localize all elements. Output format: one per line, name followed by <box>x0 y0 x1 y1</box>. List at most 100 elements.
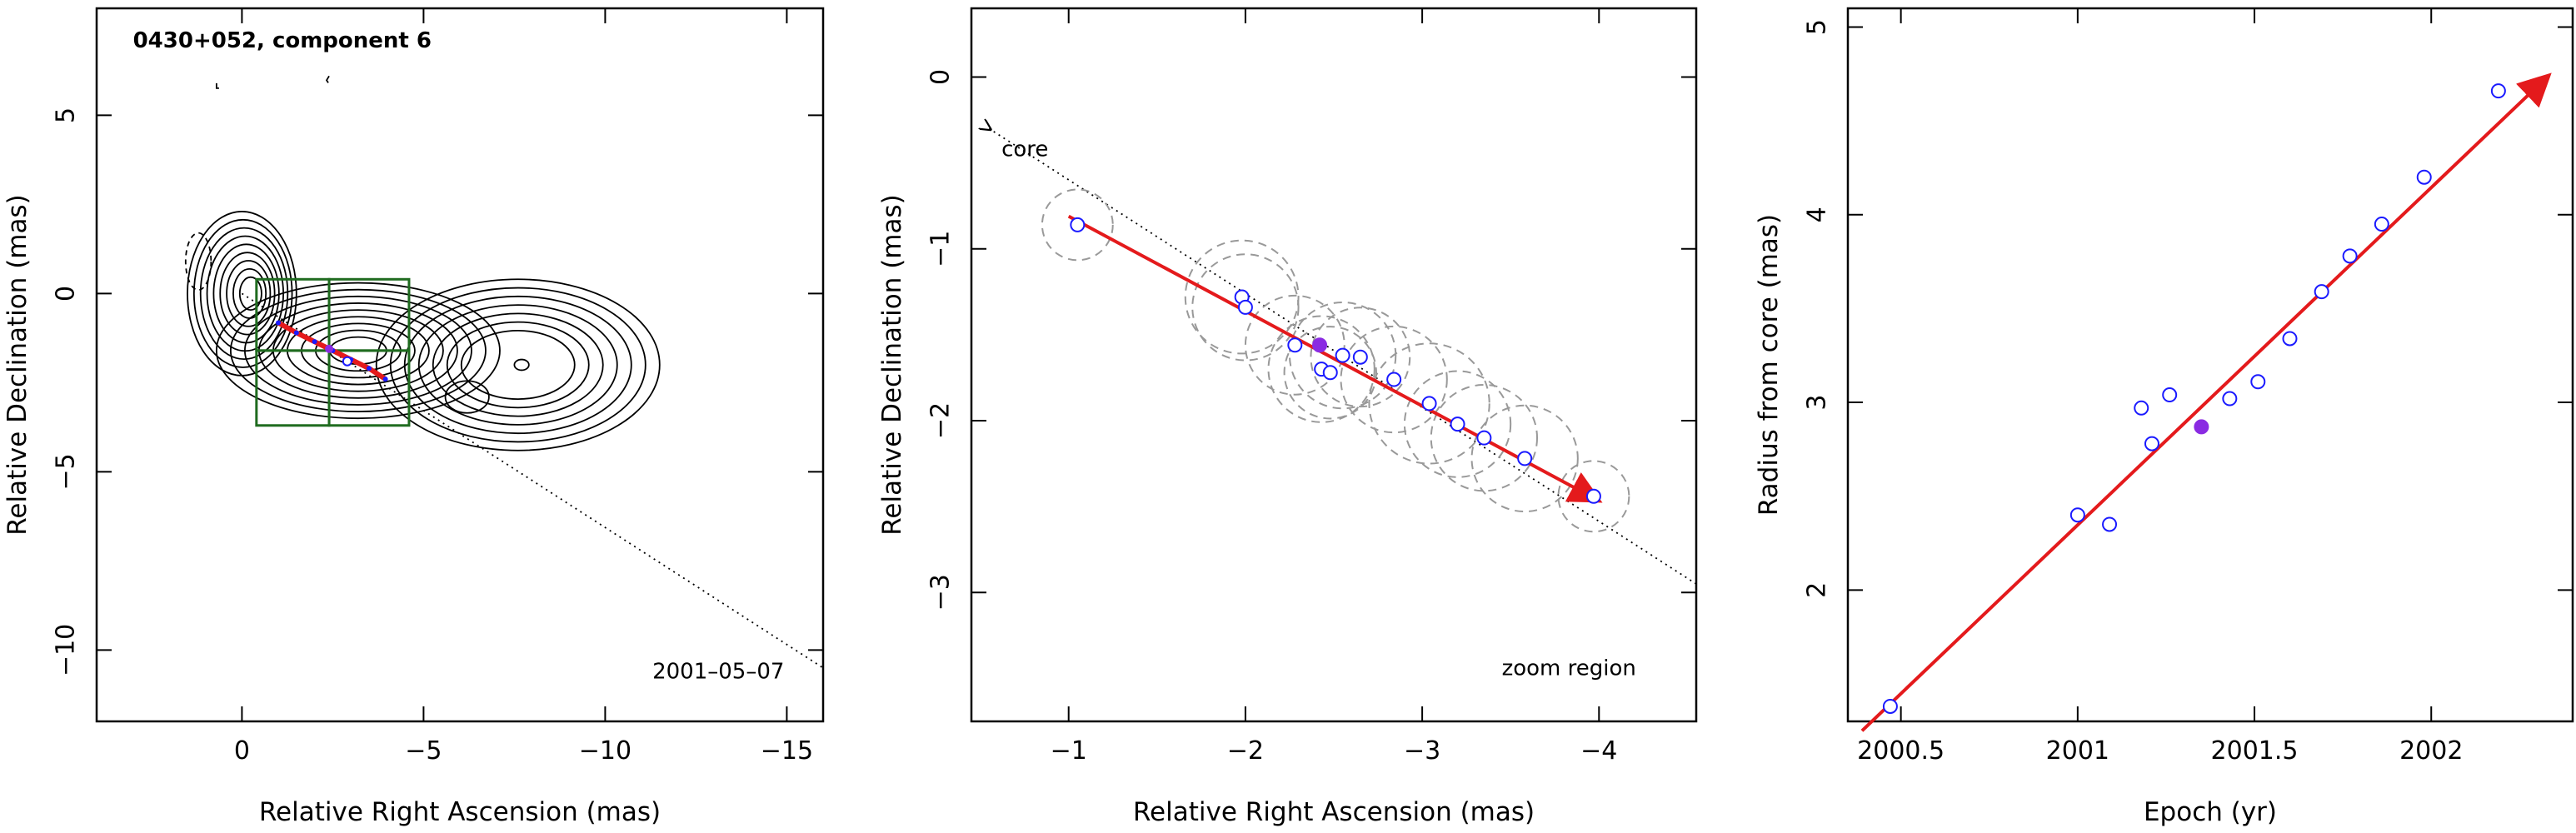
zoom-region-box <box>327 349 411 427</box>
radius-point <box>2069 507 2085 523</box>
y-tick-label: 4 <box>1803 207 1832 222</box>
component-size-circle <box>1430 384 1539 492</box>
y-tick-label: −2 <box>926 402 956 439</box>
y-axis-title: Radius from core (mas) <box>1754 214 1784 516</box>
position-point <box>1237 299 1253 315</box>
contour-line <box>219 252 276 336</box>
component-size-circle <box>1244 294 1345 396</box>
y-axis-title: Relative Declination (mas) <box>877 194 907 536</box>
x-tick-label: −3 <box>1404 736 1440 766</box>
radius-point <box>2144 436 2159 451</box>
component-size-circle <box>1403 370 1512 478</box>
contour-line <box>238 276 262 311</box>
contour-line <box>232 267 267 319</box>
map-title: 0430+052, component 6 <box>133 28 432 53</box>
position-point-highlighted <box>1312 337 1328 353</box>
position-point <box>1335 347 1350 363</box>
component-size-circle <box>1288 301 1397 410</box>
x-tick-label: 0 <box>234 736 250 766</box>
y-tick-label: 2 <box>1803 582 1832 598</box>
epoch-date-label: 2001–05–07 <box>652 660 784 685</box>
radius-point <box>2134 400 2149 416</box>
x-tick-label: −2 <box>1227 736 1264 766</box>
contour-line <box>444 380 490 414</box>
x-tick-label: 2001.5 <box>2211 736 2299 766</box>
x-tick-label: 2000.5 <box>1857 736 1944 766</box>
component-position-filled <box>325 344 334 353</box>
component-position-open <box>342 356 352 367</box>
component-size-circle <box>1041 188 1114 262</box>
component-size-circle <box>1267 315 1375 423</box>
motion-fit-arrow <box>1067 214 1603 503</box>
component-size-circle <box>1557 460 1630 533</box>
trajectory-point <box>312 339 317 345</box>
y-tick-label: −3 <box>926 574 956 611</box>
radius-point <box>2342 248 2358 264</box>
radius-point <box>2250 374 2266 390</box>
component-size-circle <box>1310 307 1411 408</box>
component-size-circle <box>1191 253 1300 362</box>
contour-line <box>375 278 661 451</box>
radius-point <box>2374 217 2389 232</box>
core-label: core <box>1001 137 1048 162</box>
negative-contour <box>184 232 212 292</box>
zoom-region-label: zoom region <box>1502 656 1636 681</box>
position-point <box>1517 451 1533 466</box>
position-point <box>1421 396 1437 412</box>
position-point <box>1585 488 1601 504</box>
radius-vs-epoch-panel: 2000.5 2001 2001.5 2002 2 3 4 5 Epoch (yr) Radius… <box>1754 7 2574 827</box>
component-size-circle <box>1340 325 1448 434</box>
noise-contour <box>325 75 330 83</box>
x-tick-label: −4 <box>1580 736 1617 766</box>
contour-line <box>199 227 289 361</box>
x-tick-label: −15 <box>761 736 813 766</box>
contour-line <box>226 260 272 327</box>
contour-line <box>212 243 280 344</box>
zoom-region-box <box>255 349 331 427</box>
component-size-circle <box>1283 326 1377 420</box>
radius-point-highlighted <box>2194 419 2209 435</box>
x-tick-label: −5 <box>405 736 442 766</box>
y-tick-label: 5 <box>1803 19 1832 35</box>
contour-line <box>446 321 590 409</box>
trajectory-point <box>367 366 372 372</box>
contour-line <box>192 218 293 368</box>
radius-point <box>2162 387 2178 403</box>
position-point <box>1476 430 1492 446</box>
contour-line <box>403 295 632 435</box>
radius-point <box>2222 391 2238 407</box>
core-direction-line <box>241 292 824 669</box>
plot-frame <box>970 7 1698 723</box>
radius-point <box>2416 169 2432 185</box>
trajectory-point <box>293 330 299 336</box>
y-tick-label: 0 <box>926 69 956 85</box>
radius-point <box>1882 698 1898 714</box>
contour-line <box>432 312 604 417</box>
contour-map-panel: 0 −5 −10 −15 5 0 −5 −10 Relative Right Ascension… <box>2 7 825 827</box>
y-tick-label: 0 <box>52 286 81 302</box>
position-point <box>1450 416 1465 432</box>
contour-line <box>417 304 618 426</box>
x-axis-title: Relative Right Ascension (mas) <box>259 797 661 827</box>
position-point <box>1322 365 1338 381</box>
x-tick-label: 2001 <box>2046 736 2109 766</box>
component-size-circle <box>1368 342 1490 465</box>
x-tick-label: 2002 <box>2399 736 2463 766</box>
contour-line <box>215 282 501 420</box>
contour-line <box>389 287 646 443</box>
position-point <box>1386 372 1402 387</box>
x-tick-label: −1 <box>1051 736 1087 766</box>
x-tick-label: −10 <box>579 736 632 766</box>
zoom-region-panel: −1 −2 −3 −4 0 −1 −2 −3 Relative Right Ascension … <box>877 7 1698 827</box>
noise-contour <box>215 82 219 89</box>
radius-point <box>2314 284 2329 300</box>
contour-line <box>229 288 487 412</box>
radius-fit-arrow <box>1860 72 2552 732</box>
position-point <box>1070 217 1086 232</box>
radius-point <box>2102 516 2118 532</box>
y-tick-label: −10 <box>52 624 81 676</box>
x-axis-title: Epoch (yr) <box>2144 797 2277 827</box>
plot-frame <box>1846 7 2574 723</box>
position-point <box>1352 349 1368 365</box>
